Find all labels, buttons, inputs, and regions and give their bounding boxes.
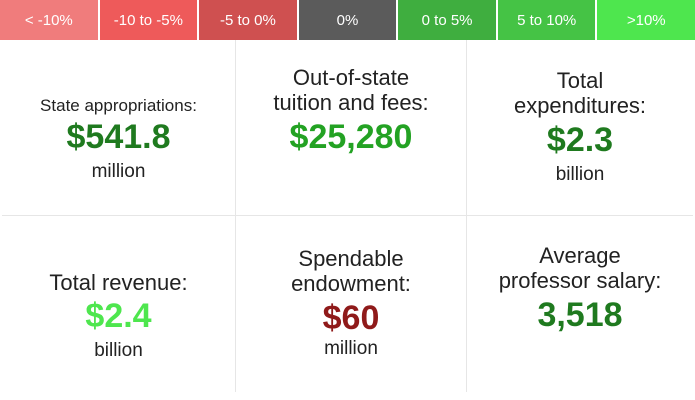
stat-value: $2.3 [546, 120, 614, 159]
grid-divider-vertical-1 [235, 40, 236, 392]
stat-label-line-2: professor salary: [498, 268, 662, 294]
legend-item-neg5-to-0: -5 to 0% [199, 0, 299, 40]
legend-item-5-to-10: 5 to 10% [497, 0, 598, 40]
legend-item-greater-than-10: >10% [597, 0, 695, 40]
stat-total-expenditures: Total expenditures: $2.3 billion [467, 68, 693, 186]
stat-state-appropriations: State appropriations: $541.8 million [2, 96, 235, 182]
stat-value: $25,280 [289, 117, 413, 156]
grid-divider-horizontal [2, 215, 693, 216]
legend-item-less-than-neg10: < -10% [0, 0, 100, 40]
stat-label-line-2: expenditures: [513, 93, 647, 119]
stat-unit: million [324, 337, 378, 359]
stat-label-line-2: endowment: [291, 271, 411, 297]
stat-value: $60 [322, 298, 380, 337]
legend-item-0-to-5: 0 to 5% [398, 0, 498, 40]
stat-out-of-state-tuition: Out-of-state tuition and fees: $25,280 [236, 65, 466, 157]
grid-divider-vertical-2 [466, 40, 467, 392]
stat-label-line-2: tuition and fees: [273, 90, 429, 116]
stat-value: $541.8 [66, 117, 171, 156]
legend-item-neg10-to-neg5: -10 to -5% [99, 0, 200, 40]
stat-label-line-1: Total [556, 68, 604, 93]
stat-label-line-1: Average [539, 243, 621, 268]
color-legend: < -10% -10 to -5% -5 to 0% 0% 0 to 5% 5 … [0, 0, 695, 40]
legend-item-zero: 0% [298, 0, 399, 40]
stat-spendable-endowment: Spendable endowment: $60 million [236, 246, 466, 360]
stat-label: State appropriations: [40, 96, 197, 115]
stat-average-professor-salary: Average professor salary: 3,518 [467, 243, 693, 335]
stat-value: 3,518 [537, 295, 623, 334]
stat-value: $2.4 [85, 297, 152, 336]
stat-label: Total revenue: [49, 270, 188, 295]
stat-unit: billion [555, 163, 605, 185]
stat-total-revenue: Total revenue: $2.4 billion [2, 270, 235, 362]
stat-unit: million [91, 160, 146, 182]
stat-label-line-1: Out-of-state [292, 65, 410, 90]
stat-unit: billion [94, 340, 143, 362]
stat-label-line-1: Spendable [298, 246, 404, 271]
